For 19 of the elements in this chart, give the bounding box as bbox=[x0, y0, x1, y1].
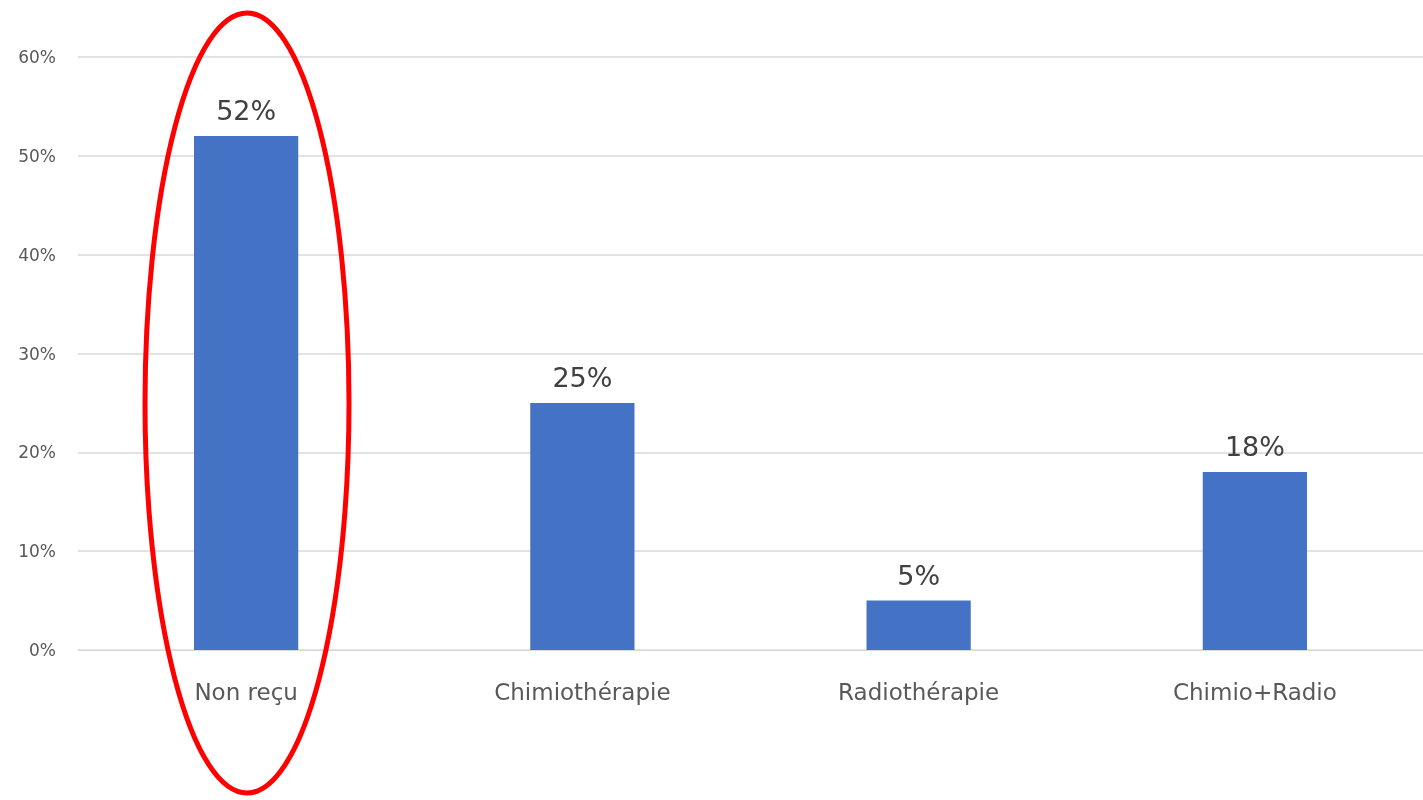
y-tick-label: 60% bbox=[18, 47, 56, 67]
data-label: 25% bbox=[552, 361, 613, 393]
bar bbox=[1202, 472, 1307, 650]
y-tick-label: 50% bbox=[18, 145, 56, 166]
data-label: 52% bbox=[216, 95, 277, 127]
x-tick-label: Non reçu bbox=[194, 678, 298, 705]
x-tick-label: Chimio+Radio bbox=[1172, 678, 1337, 705]
bar bbox=[530, 402, 635, 650]
bar bbox=[194, 136, 299, 650]
y-tick-label: 30% bbox=[18, 343, 56, 364]
x-tick-label: Radiothérapie bbox=[838, 678, 1000, 705]
y-tick-label: 20% bbox=[18, 442, 56, 463]
data-label: 18% bbox=[1224, 431, 1285, 463]
y-tick-label: 40% bbox=[18, 244, 56, 265]
data-label: 5% bbox=[897, 559, 941, 591]
bar bbox=[866, 600, 971, 650]
y-tick-label: 10% bbox=[18, 541, 56, 562]
x-tick-label: Chimiothérapie bbox=[494, 678, 671, 705]
y-tick-label: 0% bbox=[29, 640, 56, 660]
